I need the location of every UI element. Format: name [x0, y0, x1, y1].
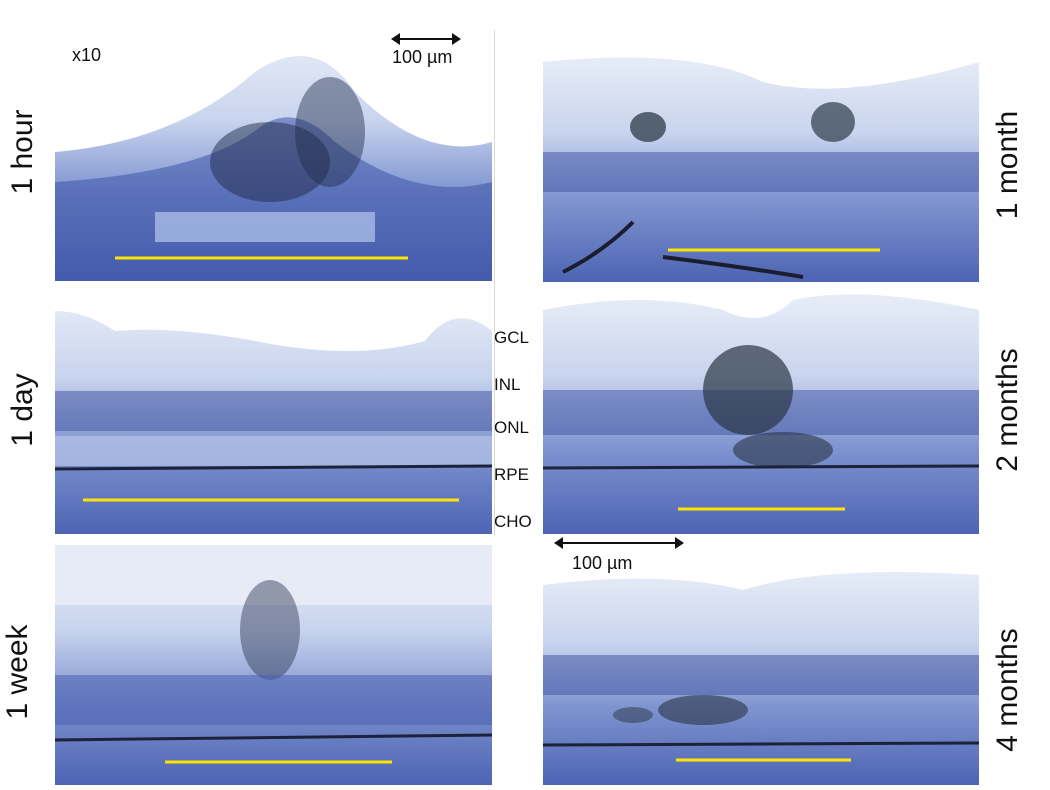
time-label-1-week: 1 week — [1, 624, 34, 720]
histology-image-1-month — [543, 52, 979, 279]
time-label-1-day: 1 day — [6, 373, 39, 447]
double-arrow-icon — [554, 537, 684, 549]
panel-1-hour: x10 — [55, 32, 492, 281]
time-label-1-hour: 1 hour — [6, 109, 39, 195]
histology-image-4-months — [543, 565, 979, 762]
histology-image-1-hour — [55, 32, 492, 281]
time-label-2-months: 2 months — [991, 348, 1024, 472]
time-label-1-month: 1 month — [991, 110, 1024, 220]
double-arrow-icon — [391, 33, 461, 45]
layer-label-cho: CHO — [494, 512, 532, 531]
panel-1-week — [55, 545, 492, 785]
panel-1-day — [55, 291, 492, 534]
layer-label-inl: INL — [494, 375, 521, 394]
histology-image-1-week — [55, 545, 492, 764]
histology-image-1-day — [55, 291, 492, 502]
panel-2-months — [543, 290, 979, 534]
layer-label-gcl: GCL — [494, 328, 529, 347]
histology-image-2-months — [543, 290, 979, 511]
panel-1-month — [543, 52, 979, 282]
time-label-4-months: 4 months — [991, 628, 1024, 752]
layer-label-onl: ONL — [494, 418, 529, 437]
panel-4-months — [543, 565, 979, 785]
layer-label-rpe: RPE — [494, 465, 529, 484]
column-divider — [494, 30, 495, 535]
scale-bar-label-top: 100 µm — [392, 47, 453, 67]
scale-bar-label-mid: 100 µm — [572, 553, 633, 573]
magnification-label: x10 — [72, 45, 102, 65]
